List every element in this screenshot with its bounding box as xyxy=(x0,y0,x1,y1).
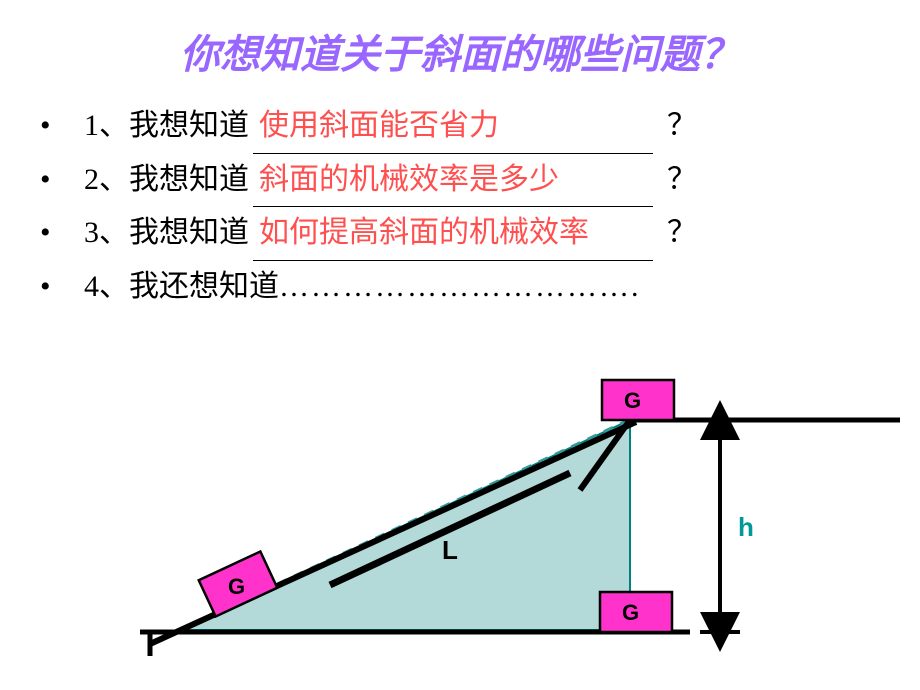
question-mark: ？ xyxy=(667,207,697,260)
list-item: • 1、 我想知道 使用斜面能否省力 ？ xyxy=(40,100,920,154)
bullet: • xyxy=(40,261,84,314)
question-mark: ？ xyxy=(667,100,697,153)
question-mark: ？ xyxy=(667,154,697,207)
item-prefix: 我想知道 xyxy=(129,100,249,153)
item-prefix: 我想知道 xyxy=(129,207,249,260)
h-label: h xyxy=(738,512,754,543)
g-label-top: G xyxy=(624,388,641,414)
list-item: • 4、 我还想知道 ……………………………. xyxy=(40,261,920,314)
item-num: 1、 xyxy=(84,100,129,153)
question-list: • 1、 我想知道 使用斜面能否省力 ？ • 2、 我想知道 斜面的机械效率是多… xyxy=(0,100,920,313)
answer-text: 使用斜面能否省力 xyxy=(259,109,499,142)
answer-text: 斜面的机械效率是多少 xyxy=(259,163,559,196)
g-label-bottom: G xyxy=(622,600,639,626)
g-label-slope: G xyxy=(228,574,245,600)
answer-underline: 使用斜面能否省力 xyxy=(253,100,653,154)
title-text: 你想知道关于斜面的哪些问题？ xyxy=(180,32,740,77)
bullet: • xyxy=(40,154,84,207)
item-num: 3、 xyxy=(84,207,129,260)
item-num: 2、 xyxy=(84,154,129,207)
bullet: • xyxy=(40,207,84,260)
answer-text: 如何提高斜面的机械效率 xyxy=(259,216,589,249)
item-prefix: 我想知道 xyxy=(129,154,249,207)
item-prefix: 我还想知道 xyxy=(129,261,279,314)
slide-title: 你想知道关于斜面的哪些问题？ xyxy=(0,0,920,82)
l-label: L xyxy=(442,535,458,566)
list-item: • 2、 我想知道 斜面的机械效率是多少 ？ xyxy=(40,154,920,208)
item-num: 4、 xyxy=(84,261,129,314)
incline-diagram: G G G L h xyxy=(140,370,900,670)
answer-underline: 斜面的机械效率是多少 xyxy=(253,154,653,208)
list-item: • 3、 我想知道 如何提高斜面的机械效率 ？ xyxy=(40,207,920,261)
dots: ……………………………. xyxy=(279,261,641,314)
bullet: • xyxy=(40,100,84,153)
diagram-svg xyxy=(140,370,900,670)
answer-underline: 如何提高斜面的机械效率 xyxy=(253,207,653,261)
